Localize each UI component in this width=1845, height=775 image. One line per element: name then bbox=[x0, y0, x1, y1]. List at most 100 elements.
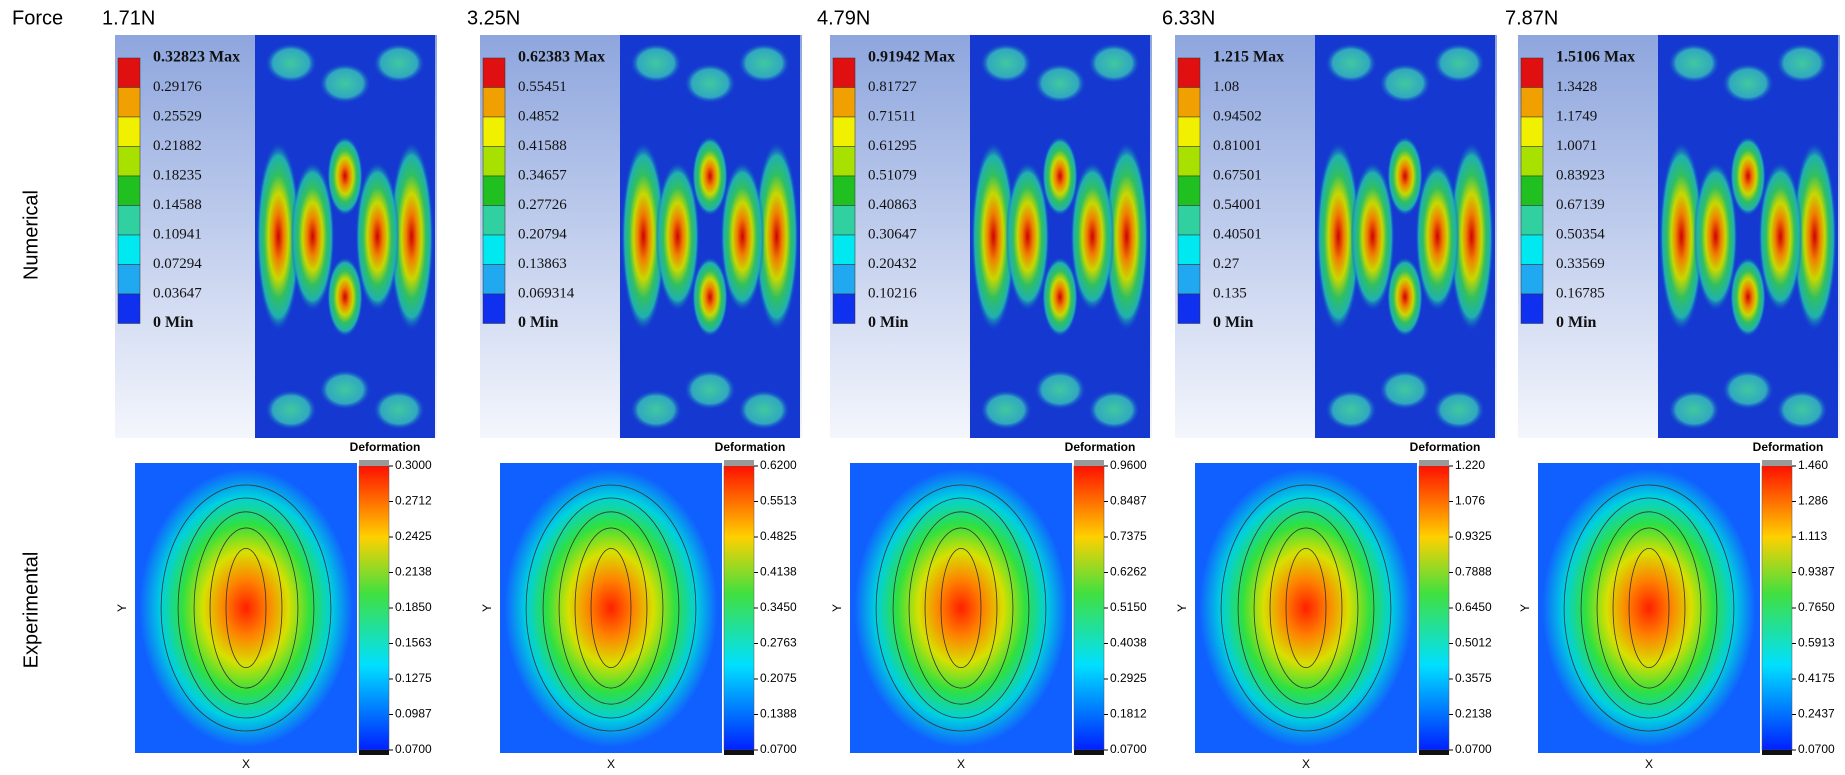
colorbar-label: 0.3450 bbox=[760, 600, 797, 614]
legend-swatch bbox=[1521, 265, 1543, 295]
legend-label: 0.25529 bbox=[153, 108, 202, 124]
colorbar-cap bbox=[1074, 750, 1104, 755]
legend-label: 0 Min bbox=[868, 314, 909, 331]
colorbar-label: 0.2425 bbox=[395, 529, 432, 543]
contour-blob bbox=[1042, 257, 1078, 337]
legend-label: 0 Min bbox=[1213, 314, 1254, 331]
legend-label: 0.30647 bbox=[868, 226, 917, 242]
legend-swatch bbox=[1178, 294, 1200, 324]
colorbar bbox=[724, 466, 754, 750]
deformation-field bbox=[1542, 469, 1755, 747]
legend-label: 0.67501 bbox=[1213, 167, 1262, 183]
force-label: 1.71N bbox=[102, 7, 155, 29]
legend-swatch bbox=[1521, 235, 1543, 265]
contour-blob bbox=[1668, 390, 1720, 430]
y-axis-label: Y bbox=[115, 604, 129, 612]
legend-label: 0.61295 bbox=[868, 138, 917, 154]
legend-swatch bbox=[118, 206, 140, 236]
contour-blob bbox=[1776, 390, 1828, 430]
force-label: 7.87N bbox=[1505, 7, 1558, 29]
contour-blob bbox=[630, 390, 682, 430]
force-label: 4.79N bbox=[817, 7, 870, 29]
legend-swatch bbox=[1178, 147, 1200, 177]
y-axis-label: Y bbox=[1518, 604, 1532, 612]
colorbar-label: 0.4175 bbox=[1798, 671, 1835, 685]
legend-swatch bbox=[483, 117, 505, 147]
legend-swatch bbox=[483, 265, 505, 295]
legend-label: 0.94502 bbox=[1213, 108, 1262, 124]
y-axis-label: Y bbox=[480, 604, 494, 612]
colorbar-label: 0.3575 bbox=[1455, 671, 1492, 685]
legend-label: 1.5106 Max bbox=[1556, 49, 1635, 66]
legend-label: 0.18235 bbox=[153, 167, 202, 183]
contour-blob bbox=[1325, 43, 1377, 83]
legend-swatch bbox=[118, 294, 140, 324]
legend-label: 0.40501 bbox=[1213, 226, 1262, 242]
legend-label: 0.81001 bbox=[1213, 138, 1262, 154]
colorbar-cap bbox=[359, 460, 389, 466]
colorbar-label: 0.6262 bbox=[1110, 565, 1147, 579]
contour-blob bbox=[692, 136, 728, 216]
legend-label: 0.13863 bbox=[518, 256, 567, 272]
legend-swatch bbox=[833, 294, 855, 324]
legend-swatch bbox=[1521, 176, 1543, 206]
legend-swatch bbox=[833, 235, 855, 265]
colorbar-cap bbox=[1762, 460, 1792, 466]
legend-label: 0.32823 Max bbox=[153, 49, 240, 66]
row-label: Force bbox=[12, 7, 63, 29]
legend-label: 0.10941 bbox=[153, 226, 202, 242]
colorbar-label: 0.0700 bbox=[1455, 742, 1492, 756]
legend-swatch bbox=[833, 176, 855, 206]
colorbar-label: 0.7888 bbox=[1455, 565, 1492, 579]
x-axis-label: X bbox=[607, 757, 615, 771]
legend-label: 1.1749 bbox=[1556, 108, 1597, 124]
legend-label: 0.71511 bbox=[868, 108, 916, 124]
legend-swatch bbox=[118, 88, 140, 118]
colorbar bbox=[1762, 466, 1792, 750]
figure: Force Numerical Experimental 1.71N0.3282… bbox=[0, 0, 1845, 775]
legend-swatch bbox=[1178, 235, 1200, 265]
legend-swatch bbox=[833, 88, 855, 118]
legend-label: 0.27726 bbox=[518, 197, 567, 213]
contour-blob bbox=[1042, 136, 1078, 216]
contour-blob bbox=[327, 136, 363, 216]
colorbar-label: 0.2138 bbox=[395, 565, 432, 579]
colorbar-label: 0.9325 bbox=[1455, 529, 1492, 543]
legend-swatch bbox=[483, 294, 505, 324]
colorbar-label: 0.2925 bbox=[1110, 671, 1147, 685]
x-axis-label: X bbox=[1645, 757, 1653, 771]
contour-blob bbox=[738, 390, 790, 430]
legend-label: 0.62383 Max bbox=[518, 49, 605, 66]
legend-label: 0.55451 bbox=[518, 79, 567, 95]
contour-blob bbox=[684, 370, 736, 410]
legend-swatch bbox=[1521, 206, 1543, 236]
legend-label: 0.20794 bbox=[518, 226, 567, 242]
colorbar-label: 0.1850 bbox=[395, 600, 432, 614]
legend-swatch bbox=[1178, 58, 1200, 88]
colorbar-label: 0.1812 bbox=[1110, 707, 1147, 721]
legend-label: 0.33569 bbox=[1556, 256, 1605, 272]
experimental-title: Deformation bbox=[1753, 440, 1824, 454]
legend-swatch bbox=[1521, 147, 1543, 177]
colorbar-label: 0.3000 bbox=[395, 458, 432, 472]
contour-blob bbox=[1034, 370, 1086, 410]
legend-label: 0.27 bbox=[1213, 256, 1240, 272]
legend-label: 1.0071 bbox=[1556, 138, 1597, 154]
legend-swatch bbox=[833, 206, 855, 236]
contour-blob bbox=[319, 63, 371, 103]
contour-blob bbox=[980, 43, 1032, 83]
legend-swatch bbox=[833, 58, 855, 88]
legend-label: 1.215 Max bbox=[1213, 49, 1284, 66]
colorbar-label: 1.460 bbox=[1798, 458, 1828, 472]
legend-swatch bbox=[1521, 58, 1543, 88]
colorbar-cap bbox=[724, 750, 754, 755]
legend-label: 0.34657 bbox=[518, 167, 567, 183]
colorbar-label: 0.0700 bbox=[1798, 742, 1835, 756]
colorbar-label: 0.6200 bbox=[760, 458, 797, 472]
colorbar-label: 1.076 bbox=[1455, 494, 1485, 508]
contour-blob bbox=[1433, 390, 1485, 430]
legend-label: 0.135 bbox=[1213, 285, 1247, 301]
colorbar-label: 0.5913 bbox=[1798, 636, 1835, 650]
legend-label: 0.03647 bbox=[153, 285, 202, 301]
colorbar-label: 0.5513 bbox=[760, 494, 797, 508]
